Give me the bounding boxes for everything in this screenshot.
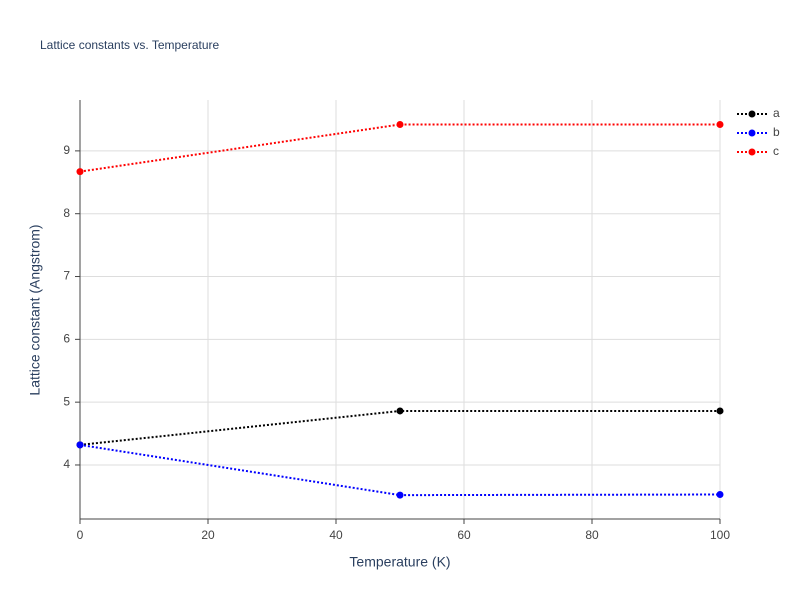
x-tick-label: 40: [329, 528, 343, 542]
legend-marker: [748, 129, 756, 137]
y-axis-label: Lattice constant (Angstrom): [27, 224, 43, 395]
y-tick-label: 6: [63, 332, 70, 346]
data-point: [76, 441, 84, 449]
x-tick-label: 0: [77, 528, 84, 542]
y-tick-label: 5: [63, 394, 70, 408]
data-point: [76, 168, 84, 176]
y-tick-label: 7: [63, 269, 70, 283]
data-point: [716, 120, 724, 128]
y-tick-label: 4: [63, 457, 70, 471]
x-axis-label: Temperature (K): [349, 554, 450, 570]
legend-label: a: [773, 106, 780, 120]
series-line: [79, 123, 720, 173]
chart-title: Lattice constants vs. Temperature: [40, 38, 220, 52]
x-tick-label: 60: [457, 528, 471, 542]
data-point: [396, 120, 404, 128]
legend-label: b: [773, 125, 780, 139]
y-tick-label: 9: [63, 143, 70, 157]
legend-marker: [748, 110, 756, 118]
data-point: [396, 491, 404, 499]
y-tick-label: 8: [63, 206, 70, 220]
data-point: [716, 491, 724, 499]
legend-marker: [748, 148, 756, 156]
data-point: [716, 407, 724, 415]
x-tick-label: 80: [585, 528, 599, 542]
legend-label: c: [773, 144, 779, 158]
x-tick-label: 20: [201, 528, 215, 542]
series-line: [79, 443, 721, 497]
data-point: [396, 407, 404, 415]
x-tick-label: 100: [710, 528, 730, 542]
